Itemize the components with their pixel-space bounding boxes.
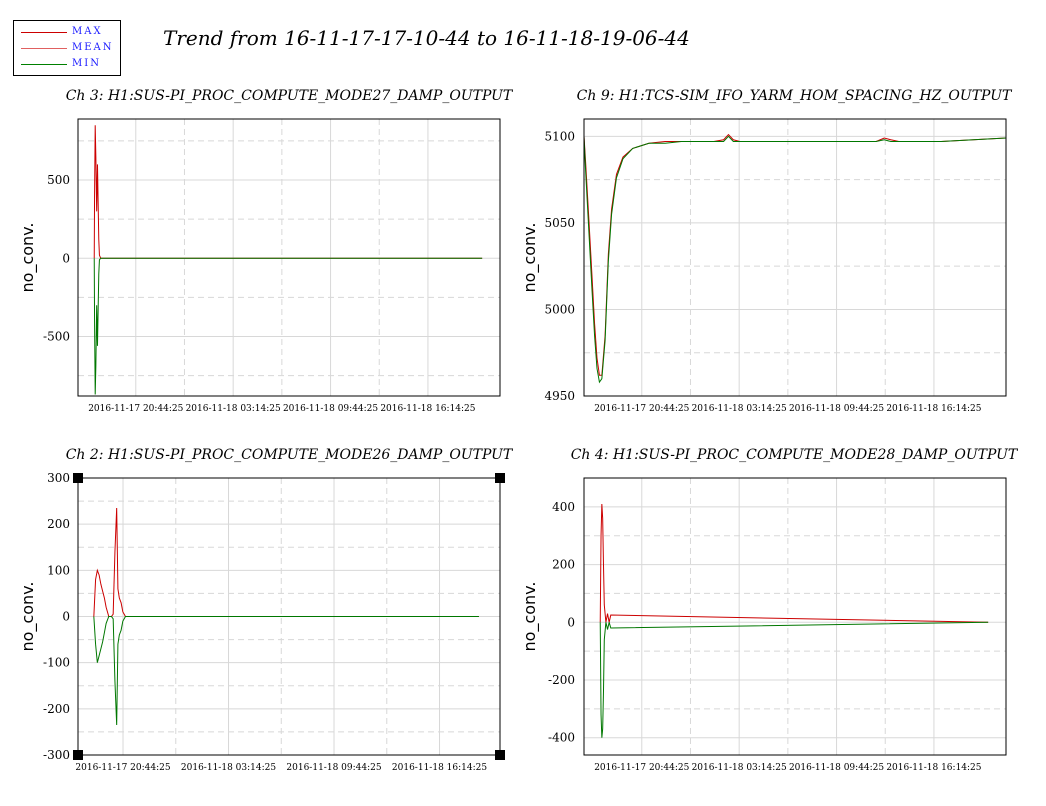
selection-handle — [495, 473, 505, 483]
series-line-min — [93, 257, 483, 395]
x-tick-label: 2016-11-17 20:44:25 — [594, 763, 689, 773]
series-line-max — [599, 503, 989, 623]
x-tick-label: 2016-11-18 09:44:25 — [286, 763, 381, 773]
selection-handle — [495, 750, 505, 760]
x-tick-label: 2016-11-17 20:44:25 — [88, 404, 183, 414]
x-tick-label: 2016-11-18 03:14:25 — [186, 404, 281, 414]
legend-item-min: MIN — [14, 57, 120, 73]
plot-frame — [583, 477, 1007, 756]
y-tick-label: 5100 — [544, 129, 575, 143]
y-tick-label: 200 — [47, 517, 70, 531]
x-tick-label: 2016-11-18 16:14:25 — [380, 404, 475, 414]
x-tick-label: 2016-11-18 09:44:25 — [789, 763, 884, 773]
legend-swatch-max — [21, 32, 67, 33]
page-title: Trend from 16-11-17-17-10-44 to 16-11-18… — [163, 26, 690, 50]
y-tick-label: 500 — [47, 173, 70, 187]
x-tick-label: 2016-11-18 09:44:25 — [283, 404, 378, 414]
plot-frame — [77, 477, 501, 756]
y-axis-label: no_conv. — [18, 223, 38, 293]
series-line-min — [583, 135, 1007, 384]
series-line-max — [93, 507, 479, 617]
y-axis-label: no_conv. — [520, 582, 540, 652]
plot-title: Ch 4: H1:SUS-PI_PROC_COMPUTE_MODE28_DAMP… — [571, 447, 1019, 463]
plot-frame — [77, 118, 501, 397]
y-tick-label: -200 — [43, 702, 70, 716]
y-tick-label: 5050 — [544, 216, 575, 230]
y-tick-label: 0 — [62, 251, 70, 265]
y-tick-label: -100 — [43, 656, 70, 670]
series-line-max — [93, 125, 483, 259]
plot-frame — [583, 118, 1007, 397]
series-line-min — [599, 621, 989, 738]
x-tick-label: 2016-11-18 03:14:25 — [692, 404, 787, 414]
series-line-min — [93, 616, 479, 726]
plot-title: Ch 2: H1:SUS-PI_PROC_COMPUTE_MODE26_DAMP… — [66, 447, 514, 463]
y-tick-label: 100 — [47, 563, 70, 577]
y-tick-label: 300 — [47, 471, 70, 485]
x-tick-label: 2016-11-18 03:14:25 — [692, 763, 787, 773]
selection-handle — [73, 750, 83, 760]
selection-handle — [73, 473, 83, 483]
y-tick-label: 4950 — [544, 389, 575, 403]
y-tick-label: -300 — [43, 748, 70, 762]
x-tick-label: 2016-11-17 20:44:25 — [75, 763, 170, 773]
y-tick-label: 0 — [567, 615, 575, 629]
legend-swatch-min — [21, 64, 67, 65]
y-axis-label: no_conv. — [520, 223, 540, 293]
legend-item-max: MAX — [14, 25, 120, 41]
y-tick-label: -400 — [548, 731, 575, 745]
legend-box: MAX MEAN MIN — [13, 20, 121, 76]
y-axis-label: no_conv. — [18, 582, 38, 652]
x-tick-label: 2016-11-18 09:44:25 — [789, 404, 884, 414]
plot-title: Ch 3: H1:SUS-PI_PROC_COMPUTE_MODE27_DAMP… — [66, 88, 514, 104]
legend-label-mean: MEAN — [72, 42, 114, 53]
x-tick-label: 2016-11-17 20:44:25 — [594, 404, 689, 414]
x-tick-label: 2016-11-18 16:14:25 — [886, 763, 981, 773]
plot-title: Ch 9: H1:TCS-SIM_IFO_YARM_HOM_SPACING_HZ… — [577, 88, 1013, 104]
x-tick-label: 2016-11-18 03:14:25 — [181, 763, 276, 773]
legend-label-min: MIN — [72, 58, 101, 69]
x-tick-label: 2016-11-18 16:14:25 — [392, 763, 487, 773]
y-tick-label: 200 — [552, 558, 575, 572]
y-tick-label: -200 — [548, 673, 575, 687]
y-tick-label: 0 — [62, 610, 70, 624]
series-line-max — [583, 133, 1007, 376]
y-tick-label: 5000 — [544, 302, 575, 316]
legend-label-max: MAX — [72, 26, 103, 37]
x-tick-label: 2016-11-18 16:14:25 — [886, 404, 981, 414]
legend-item-mean: MEAN — [14, 41, 120, 57]
y-tick-label: 400 — [552, 500, 575, 514]
legend-swatch-mean — [21, 48, 67, 49]
y-tick-label: -500 — [43, 330, 70, 344]
